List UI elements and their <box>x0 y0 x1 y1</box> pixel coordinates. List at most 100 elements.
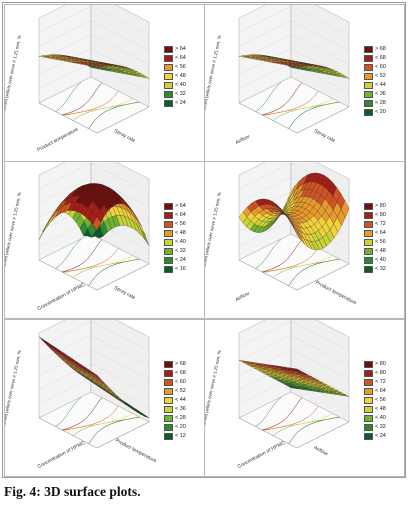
legend-item: < 64 <box>164 54 200 62</box>
legend-item: < 56 <box>364 238 400 246</box>
legend-swatch <box>364 45 373 53</box>
legend-swatch <box>364 238 373 246</box>
legend-item: < 60 <box>164 378 200 386</box>
legend-swatch <box>364 90 373 98</box>
legend-label: < 56 <box>175 64 186 70</box>
legend-swatch <box>364 247 373 255</box>
legend-swatch <box>164 45 173 53</box>
legend-swatch <box>164 202 173 210</box>
surface-plot-3: Retained pellets over sieve # 1.25 mm, %… <box>4 161 205 319</box>
z-axis-label: Retained pellets over sieve # 1.25 mm, % <box>205 33 222 119</box>
z-axis-label: Retained pellets over sieve # 1.25 mm, % <box>5 33 22 119</box>
legend-label: < 24 <box>175 100 186 106</box>
legend-swatch <box>364 265 373 273</box>
legend-swatch <box>364 378 373 386</box>
legend-swatch <box>164 256 173 264</box>
legend-item: > 68 <box>364 45 400 53</box>
legend-swatch <box>364 369 373 377</box>
legend-label: < 64 <box>175 55 186 61</box>
surface-svg <box>38 5 150 134</box>
legend-label: < 24 <box>175 257 186 263</box>
legend-item: < 24 <box>364 432 400 440</box>
legend-label: < 60 <box>375 64 386 70</box>
legend-item: < 64 <box>164 211 200 219</box>
z-axis-label: Retained pellets over sieve # 1.25 mm, % <box>5 190 22 276</box>
legend-label: > 80 <box>375 203 386 209</box>
figure-grid: Retained pellets over sieve # 1.25 mm, %… <box>2 2 406 478</box>
legend-swatch <box>164 432 173 440</box>
legend-swatch <box>364 229 373 237</box>
legend-label: < 12 <box>175 433 186 439</box>
z-axis-label: Retained pellets over sieve # 1.25 mm, % <box>5 348 22 434</box>
legend-swatch <box>164 369 173 377</box>
legend-item: < 68 <box>364 54 400 62</box>
surface-plot-5: Retained pellets over sieve # 1.25 mm, %… <box>4 319 205 477</box>
legend-label: < 52 <box>375 73 386 79</box>
legend-label: < 40 <box>175 82 186 88</box>
legend-swatch <box>164 387 173 395</box>
plot-box <box>38 320 150 449</box>
legend-label: < 16 <box>175 266 186 272</box>
legend-swatch <box>164 414 173 422</box>
legend-swatch <box>164 81 173 89</box>
surface-mesh <box>38 183 150 246</box>
surface-plot-2: Retained pellets over sieve # 1.25 mm, %… <box>204 4 405 162</box>
legend-item: < 24 <box>164 99 200 107</box>
surface-svg <box>238 162 350 291</box>
floor-contours <box>55 397 140 444</box>
legend-swatch <box>364 423 373 431</box>
floor-contours <box>255 397 340 444</box>
legend-swatch <box>364 202 373 210</box>
legend-swatch <box>364 256 373 264</box>
legend-item: < 12 <box>164 432 200 440</box>
legend-item: < 68 <box>164 369 200 377</box>
legend-label: < 32 <box>175 91 186 97</box>
legend-label: < 56 <box>175 221 186 227</box>
legend-item: < 20 <box>364 108 400 116</box>
legend-label: < 32 <box>375 424 386 430</box>
legend-label: > 68 <box>375 46 386 52</box>
legend-swatch <box>364 211 373 219</box>
surface-plot-4: Retained pellets over sieve # 1.25 mm, %… <box>204 161 405 319</box>
figure-caption: Fig. 4: 3D surface plots. <box>4 484 141 499</box>
legend-swatch <box>164 54 173 62</box>
legend-label: < 48 <box>375 248 386 254</box>
legend-label: < 64 <box>175 212 186 218</box>
legend-label: > 68 <box>175 361 186 367</box>
legend-swatch <box>364 432 373 440</box>
legend-item: < 48 <box>164 229 200 237</box>
legend-label: < 72 <box>375 379 386 385</box>
floor-contours <box>55 82 140 129</box>
legend-item: < 40 <box>164 238 200 246</box>
legend-item: < 28 <box>164 414 200 422</box>
surface-plot-1: Retained pellets over sieve # 1.25 mm, %… <box>4 4 205 162</box>
z-axis-label: Retained pellets over sieve # 1.25 mm, % <box>205 190 222 276</box>
legend-item: < 28 <box>364 99 400 107</box>
legend-item: < 32 <box>364 423 400 431</box>
surface-plot-6: Retained pellets over sieve # 1.25 mm, %… <box>204 319 405 477</box>
legend-swatch <box>364 54 373 62</box>
legend-label: < 80 <box>375 212 386 218</box>
legend-label: < 44 <box>375 82 386 88</box>
legend-swatch <box>164 63 173 71</box>
legend-label: < 20 <box>375 109 386 115</box>
legend-swatch <box>364 99 373 107</box>
legend-label: > 80 <box>375 361 386 367</box>
legend-item: < 80 <box>364 369 400 377</box>
legend-swatch <box>364 396 373 404</box>
legend-item: < 60 <box>364 63 400 71</box>
legend-swatch <box>164 90 173 98</box>
legend-swatch <box>164 360 173 368</box>
surface-svg <box>238 5 350 134</box>
legend-swatch <box>164 405 173 413</box>
legend-item: < 36 <box>364 90 400 98</box>
legend-swatch <box>364 63 373 71</box>
surface-mesh <box>38 336 150 418</box>
legend-item: < 56 <box>164 220 200 228</box>
legend: > 80 < 80 < 72 < 64 < 56 < 48 < 40 < 32 < 24 <box>364 360 400 441</box>
legend: > 80 < 80 < 72 < 64 < 56 < 48 < 40 < 32 <box>364 202 400 274</box>
legend-swatch <box>164 238 173 246</box>
z-axis-label: Retained pellets over sieve # 1.25 mm, % <box>205 348 222 434</box>
legend-item: < 32 <box>164 90 200 98</box>
legend-swatch <box>364 72 373 80</box>
